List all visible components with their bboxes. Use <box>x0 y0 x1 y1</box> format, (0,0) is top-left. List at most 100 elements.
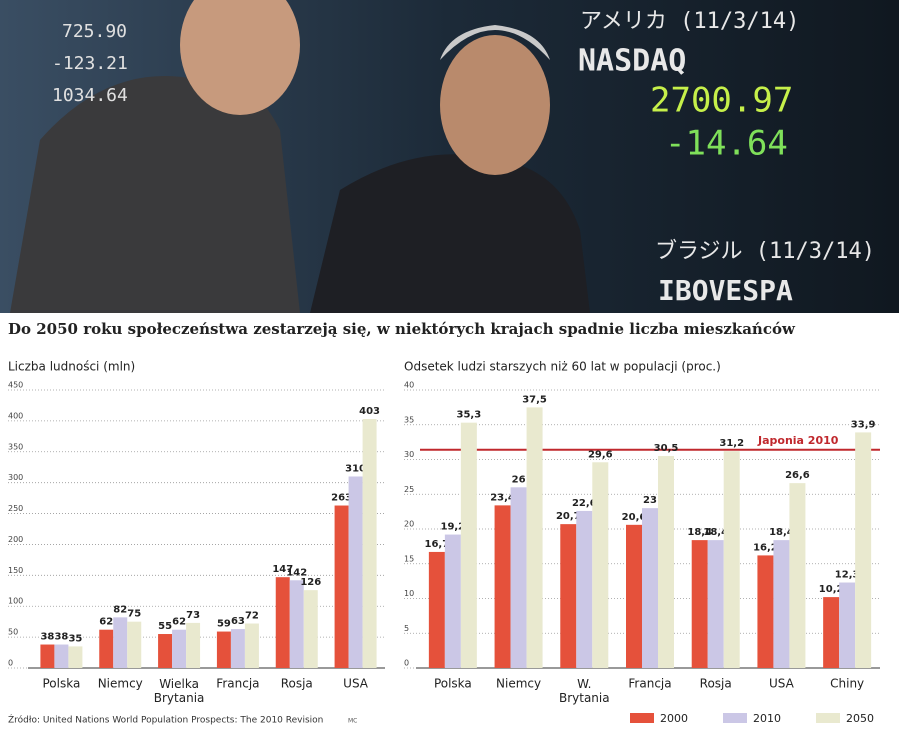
y-tick-label: 400 <box>8 411 23 420</box>
y-tick-label: 35 <box>404 415 414 424</box>
x-tick-label: Rosja <box>281 677 313 691</box>
bar <box>444 534 461 668</box>
bar <box>757 555 774 668</box>
value-label: 35,3 <box>457 410 482 421</box>
value-label: 147 <box>272 564 293 575</box>
legend-swatch <box>723 713 747 723</box>
chart-title: Liczba ludności (mln) <box>8 360 135 374</box>
legend-label: 2000 <box>660 712 688 725</box>
bar <box>54 644 69 668</box>
value-label: 18,4 <box>687 527 712 538</box>
bar <box>855 432 872 668</box>
bar <box>510 487 527 668</box>
value-label: 26 <box>512 474 526 485</box>
value-label: 22,6 <box>572 498 597 509</box>
bar <box>460 422 477 668</box>
value-label: 73 <box>186 610 200 621</box>
y-tick-label: 300 <box>8 473 23 482</box>
face-left <box>180 0 300 115</box>
bar <box>275 577 290 668</box>
value-label: 35 <box>68 633 82 644</box>
value-label: 59 <box>217 619 231 630</box>
value-label: 16,2 <box>753 542 778 553</box>
y-tick-label: 0 <box>8 659 13 668</box>
value-label: 18,4 <box>769 527 794 538</box>
value-label: 82 <box>113 604 127 615</box>
value-label: 33,9 <box>851 419 876 430</box>
x-tick-label: Francja <box>628 677 671 691</box>
bar <box>658 456 674 668</box>
person-right <box>310 154 590 313</box>
value-label: 31,2 <box>719 438 744 449</box>
ticker-text: NASDAQ <box>578 44 686 79</box>
bar <box>362 419 377 668</box>
bar <box>68 646 83 668</box>
y-tick-label: 25 <box>404 485 414 494</box>
ticker-text: 2700.97 <box>650 81 793 121</box>
value-label: 38 <box>40 632 54 643</box>
value-label: 75 <box>127 609 141 620</box>
y-tick-label: 20 <box>404 520 414 529</box>
bar <box>576 510 593 668</box>
bar <box>839 582 856 668</box>
x-tick-label: Niemcy <box>98 677 143 691</box>
value-label: 29,6 <box>588 449 613 460</box>
ticker-text: -123.21 <box>52 53 128 74</box>
y-tick-label: 5 <box>404 624 409 633</box>
value-label: 63 <box>231 616 245 627</box>
value-label: 38 <box>54 632 68 643</box>
reference-label: Japonia 2010 <box>757 434 839 447</box>
ticker-text: 725.90 <box>62 21 127 42</box>
face-right <box>440 35 550 175</box>
value-label: 23,4 <box>490 492 515 503</box>
bar <box>244 623 259 668</box>
value-label: 403 <box>359 406 380 417</box>
x-tick-label: Polska <box>434 677 472 691</box>
value-label: 26,6 <box>785 470 810 481</box>
y-tick-label: 250 <box>8 504 23 513</box>
y-tick-label: 40 <box>404 381 414 390</box>
value-label: 30,5 <box>654 443 679 454</box>
bar <box>113 617 128 668</box>
title: Do 2050 roku społeczeństwa zestarzeją si… <box>8 320 796 338</box>
x-tick-label: Chiny <box>830 677 864 691</box>
ticker-text: アメリカ (11/3/14) <box>580 9 799 34</box>
bar <box>40 644 55 668</box>
bar <box>526 407 543 668</box>
bar <box>789 483 806 668</box>
value-label: 12,3 <box>835 570 860 581</box>
tickers: アメリカ (11/3/14) NASDAQ 2700.97 -14.64 ブラジ… <box>52 9 875 307</box>
credit: MC <box>348 718 357 725</box>
y-tick-label: 0 <box>404 659 409 668</box>
value-label: 126 <box>300 577 321 588</box>
value-label: 10,2 <box>819 584 844 595</box>
bar <box>691 540 708 668</box>
legend-label: 2010 <box>753 712 781 725</box>
bar <box>216 631 231 668</box>
bar <box>334 505 349 668</box>
y-tick-label: 150 <box>8 566 23 575</box>
value-label: 19,2 <box>441 522 466 533</box>
y-tick-label: 15 <box>404 554 414 563</box>
bar <box>494 505 511 668</box>
value-label: 62 <box>99 617 113 628</box>
ticker-text: IBOVESPA <box>658 274 793 307</box>
legend-label: 2050 <box>846 712 874 725</box>
value-label: 263 <box>331 493 352 504</box>
ticker-text: ブラジル (11/3/14) <box>655 239 875 264</box>
bar <box>172 629 187 668</box>
value-label: 72 <box>245 611 259 622</box>
source: Źródło: United Nations World Population … <box>8 714 323 726</box>
bar <box>626 524 642 668</box>
y-tick-label: 10 <box>404 589 414 598</box>
value-label: 20,6 <box>622 512 647 523</box>
chart-title: Odsetek ludzi starszych niż 60 lat w pop… <box>404 360 721 374</box>
x-tick-label: Niemcy <box>496 677 541 691</box>
legend-swatch <box>630 713 654 723</box>
y-tick-label: 350 <box>8 442 23 451</box>
value-label: 62 <box>172 617 186 628</box>
bar <box>186 622 201 668</box>
y-tick-label: 30 <box>404 450 414 459</box>
